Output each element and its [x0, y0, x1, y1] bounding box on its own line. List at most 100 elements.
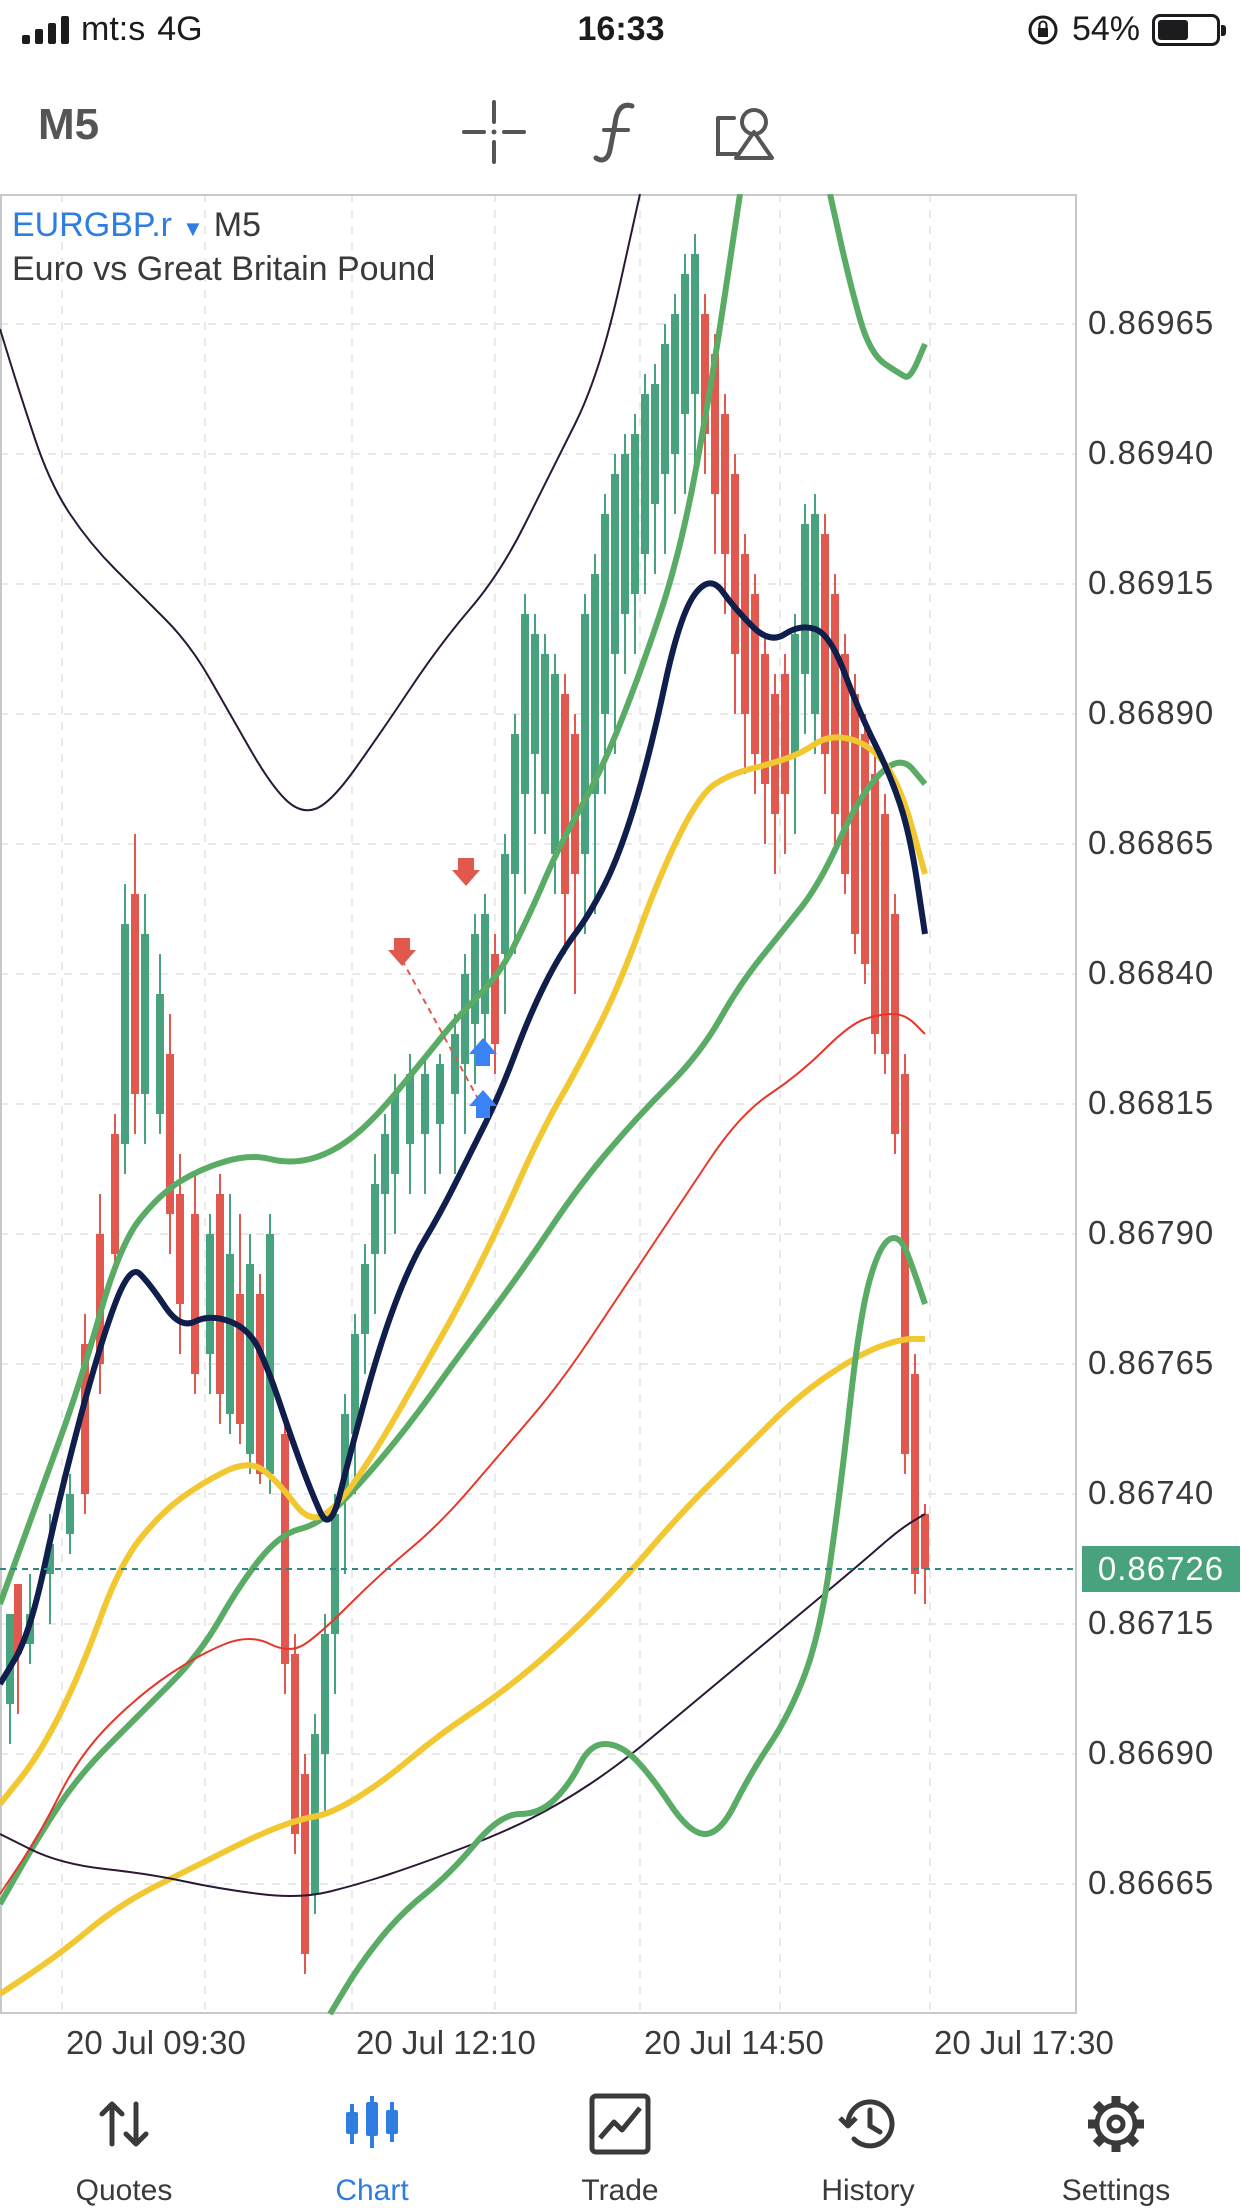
buy-arrow-icon[interactable] — [469, 1090, 497, 1118]
sell-arrow-icon[interactable] — [452, 858, 480, 886]
chart-canvas[interactable] — [0, 194, 1242, 2094]
tab-label: History — [821, 2174, 915, 2207]
candle — [291, 1634, 299, 1854]
status-left: mt:s 4G — [22, 10, 203, 49]
candle — [81, 1314, 89, 1514]
tab-chart[interactable]: Chart — [272, 2080, 472, 2208]
crosshair-icon[interactable] — [454, 92, 534, 172]
candle — [436, 1054, 444, 1174]
candle — [14, 1584, 22, 1714]
candle — [166, 1014, 174, 1254]
candle — [821, 514, 829, 794]
candle — [191, 1174, 199, 1394]
price-label: 0.86865 — [1088, 824, 1215, 861]
objects-icon[interactable] — [706, 92, 786, 172]
candle — [571, 714, 579, 994]
candle — [861, 714, 869, 984]
oscillator-green-line — [327, 1235, 928, 2016]
candle — [111, 1114, 119, 1274]
candle — [481, 894, 489, 1054]
candle — [281, 1414, 289, 1694]
candle — [641, 374, 649, 594]
indicators-icon[interactable] — [580, 92, 660, 172]
candle — [206, 1214, 214, 1394]
candle — [246, 1234, 254, 1474]
candle — [371, 1154, 379, 1314]
candle — [771, 674, 779, 874]
price-label: 0.86740 — [1088, 1474, 1215, 1511]
symbol-header[interactable]: EURGBP.r ▼ M5 — [12, 206, 261, 245]
price-label: 0.86915 — [1088, 564, 1215, 601]
candle — [156, 954, 164, 1134]
candle — [661, 324, 669, 554]
candle — [531, 614, 539, 834]
candle — [216, 1174, 224, 1424]
ma-navy-line — [0, 580, 928, 1686]
candle — [791, 614, 799, 834]
price-label: 0.86890 — [1088, 694, 1215, 731]
tab-label: Chart — [335, 2174, 409, 2207]
candles — [6, 234, 929, 1974]
price-chart[interactable]: EURGBP.r ▼ M5 Euro vs Great Britain Pound … — [0, 194, 1242, 2094]
buy-arrow-icon[interactable] — [469, 1038, 497, 1066]
tab-quotes[interactable]: Quotes — [24, 2080, 224, 2208]
price-label: 0.86965 — [1088, 304, 1215, 341]
status-right: 54% — [1026, 10, 1226, 49]
candle — [301, 1754, 309, 1974]
symbol-dropdown-icon[interactable]: ▼ — [181, 216, 204, 241]
symbol-timeframe: M5 — [213, 206, 261, 244]
price-label: 0.86790 — [1088, 1214, 1215, 1251]
candle — [741, 534, 749, 774]
candle — [751, 574, 759, 794]
candle — [121, 884, 129, 1174]
tab-trade[interactable]: Trade — [520, 2080, 720, 2208]
candle — [591, 554, 599, 914]
ma-red-line — [0, 1012, 926, 1895]
candle — [891, 894, 899, 1154]
candle — [731, 454, 739, 714]
candle — [521, 594, 529, 894]
carrier: mt:s — [81, 10, 146, 48]
time-label: 20 Jul 09:30 — [66, 2024, 246, 2061]
trade-connector-line — [401, 959, 483, 1107]
candle — [141, 894, 149, 1144]
candle — [6, 1614, 14, 1744]
clock: 16:33 — [577, 10, 665, 48]
candle — [226, 1194, 234, 1434]
candle — [96, 1194, 104, 1394]
chart-toolbar: M5 — [0, 62, 1242, 192]
chart-icon — [346, 2096, 398, 2148]
candle — [681, 254, 689, 494]
price-label: 0.86940 — [1088, 434, 1215, 471]
tab-label: Trade — [581, 2174, 659, 2207]
candle — [881, 794, 889, 1074]
candle — [351, 1314, 359, 1494]
tab-bar: Quotes Chart Trade History — [0, 2080, 1242, 2208]
time-label: 20 Jul 14:50 — [644, 2024, 824, 2061]
quotes-icon — [99, 2101, 149, 2147]
candle — [541, 634, 549, 834]
ma-purple-line — [0, 194, 926, 1897]
trade-icon — [589, 2093, 651, 2155]
tab-settings[interactable]: Settings — [1016, 2080, 1216, 2208]
candle — [331, 1494, 339, 1694]
tab-history[interactable]: History — [768, 2080, 968, 2208]
price-label: 0.86815 — [1088, 1084, 1215, 1121]
network-type: 4G — [157, 10, 203, 48]
sell-arrow-icon[interactable] — [388, 938, 416, 966]
candle — [671, 294, 679, 514]
candle — [911, 1354, 919, 1594]
timeframe-button[interactable]: M5 — [38, 100, 100, 149]
candle — [761, 634, 769, 844]
candle — [491, 934, 499, 1074]
symbol-description: Euro vs Great Britain Pound — [12, 250, 436, 288]
price-label: 0.86665 — [1088, 1864, 1215, 1901]
settings-icon — [1088, 2096, 1144, 2152]
candle — [321, 1614, 329, 1814]
candle — [701, 294, 709, 474]
tab-label: Settings — [1061, 2174, 1171, 2207]
ma-yellow-fast-line — [0, 734, 928, 1806]
candle — [266, 1214, 274, 1494]
symbol-name[interactable]: EURGBP.r — [12, 206, 172, 244]
candle — [801, 504, 809, 734]
